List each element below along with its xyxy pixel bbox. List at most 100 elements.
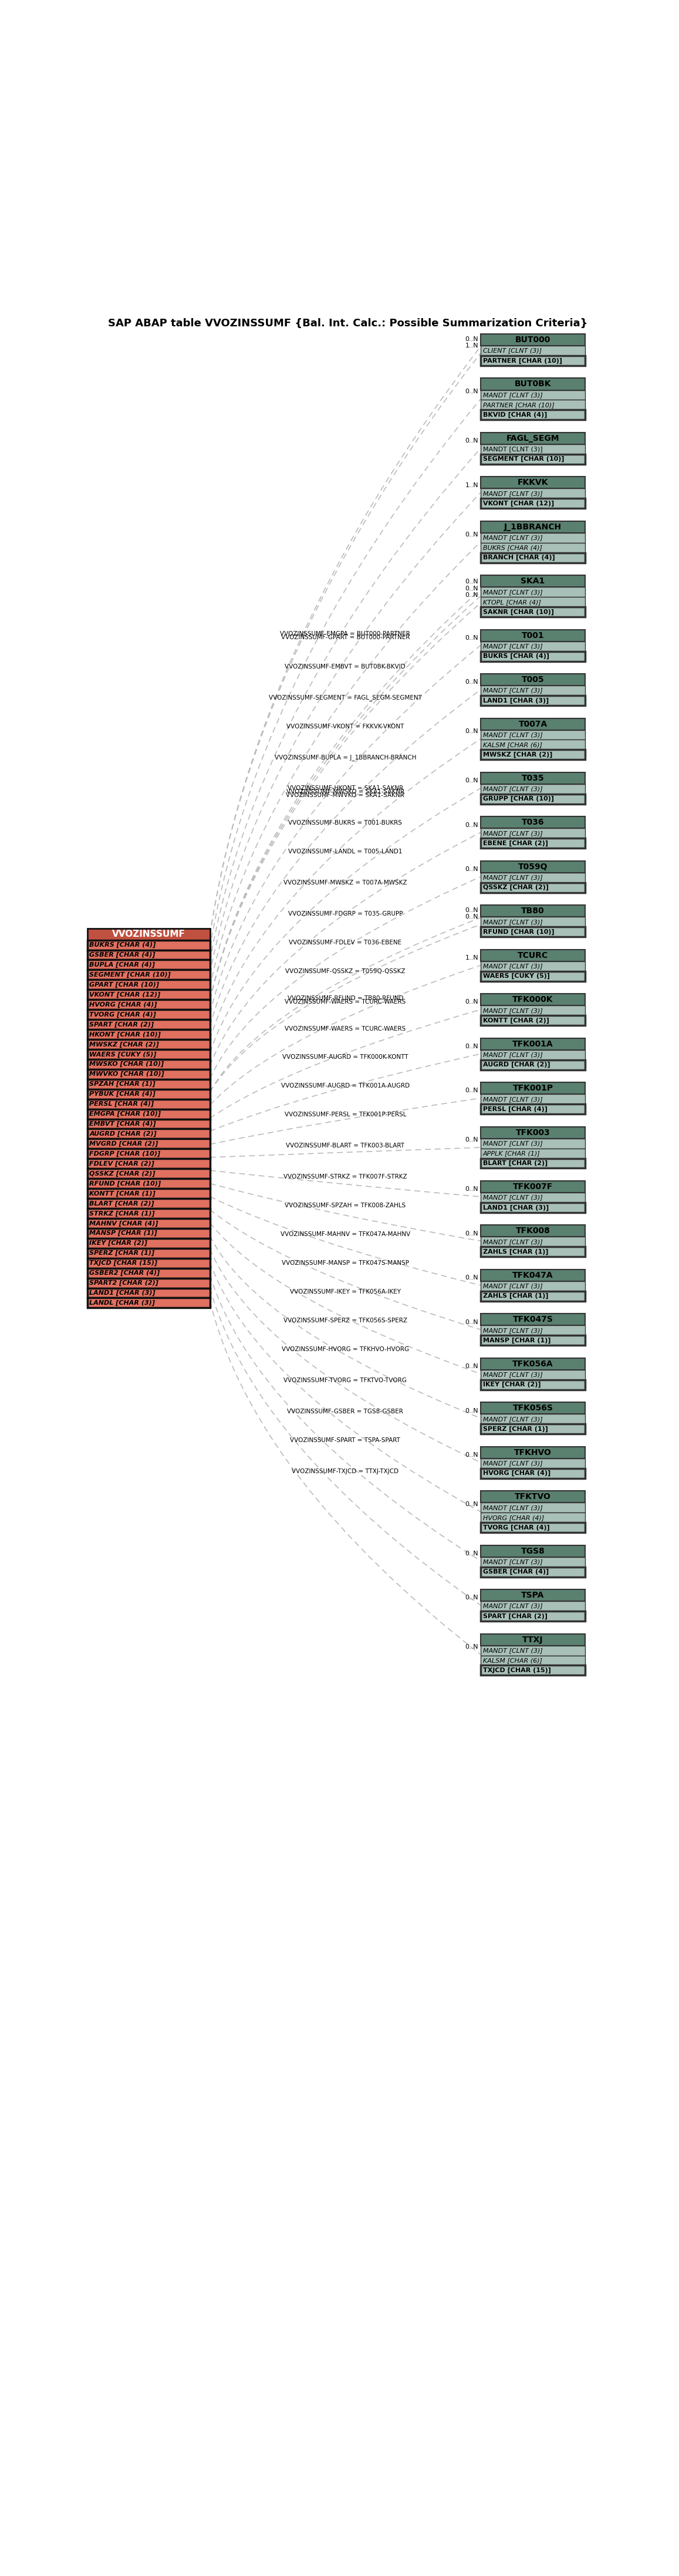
Bar [481,1633,585,1646]
Text: VVOZINSSUMF-MWSKZ = T007A-MWSKZ: VVOZINSSUMF-MWSKZ = T007A-MWSKZ [284,881,407,886]
Text: VVOZINSSUMF: VVOZINSSUMF [112,930,185,938]
Bar [481,379,585,389]
Text: 0..N: 0..N [465,592,478,598]
Text: HKONT [CHAR (10)]: HKONT [CHAR (10)] [90,1030,161,1038]
Text: VVOZINSSUMF-IKEY = TFK056A-IKEY: VVOZINSSUMF-IKEY = TFK056A-IKEY [290,1288,401,1296]
Text: MANDT [CLNT (3)]: MANDT [CLNT (3)] [483,1649,543,1654]
Bar [481,1358,585,1370]
Bar [481,685,585,696]
Text: 0..N: 0..N [465,1453,478,1458]
Bar [481,1664,585,1674]
Bar [481,696,585,706]
Text: VVOZINSSUMF-BLART = TFK003-BLART: VVOZINSSUMF-BLART = TFK003-BLART [286,1144,405,1149]
Text: BKVID [CHAR (4)]: BKVID [CHAR (4)] [483,412,547,417]
Text: MANDT [CLNT (3)]: MANDT [CLNT (3)] [483,876,543,881]
Text: 0..N: 0..N [465,634,478,641]
Text: TFKHVO: TFKHVO [514,1448,551,1455]
Bar [481,410,585,420]
Text: ZAHLS [CHAR (1)]: ZAHLS [CHAR (1)] [483,1249,548,1255]
Text: SKA1: SKA1 [521,577,545,585]
Text: FKKVK: FKKVK [517,479,548,487]
Text: 0..N: 0..N [465,680,478,685]
Text: MANDT [CLNT (3)]: MANDT [CLNT (3)] [483,786,543,791]
Text: MWSKZ [CHAR (2)]: MWSKZ [CHAR (2)] [90,1041,159,1048]
Text: VVOZINSSUMF-STRKZ = TFK007F-STRKZ: VVOZINSSUMF-STRKZ = TFK007F-STRKZ [283,1175,407,1180]
Text: GRUPP [CHAR (10)]: GRUPP [CHAR (10)] [483,796,554,801]
Bar [481,1059,585,1069]
Bar [481,1226,585,1236]
Text: TVORG [CHAR (4)]: TVORG [CHAR (4)] [483,1525,549,1530]
Text: WAERS [CUKY (5)]: WAERS [CUKY (5)] [483,974,550,979]
Text: T035: T035 [521,775,544,783]
Bar [87,1249,210,1257]
Text: GSBER2 [CHAR (4)]: GSBER2 [CHAR (4)] [90,1270,160,1275]
Text: 1..N: 1..N [465,343,478,348]
Text: MANDT [CLNT (3)]: MANDT [CLNT (3)] [483,1195,543,1200]
Text: TVORG [CHAR (4)]: TVORG [CHAR (4)] [90,1012,156,1018]
Text: 0..N: 0..N [465,729,478,734]
Bar [481,1314,585,1327]
Text: SPART [CHAR (2)]: SPART [CHAR (2)] [90,1023,154,1028]
Text: TXJCD [CHAR (15)]: TXJCD [CHAR (15)] [483,1667,551,1674]
Bar [87,1170,210,1180]
Text: VVOZINSSUMF-SPERZ = TFK056S-SPERZ: VVOZINSSUMF-SPERZ = TFK056S-SPERZ [283,1316,407,1324]
Bar [87,999,210,1010]
Text: GSBER [CHAR (4)]: GSBER [CHAR (4)] [90,953,155,958]
Text: VVOZINSSUMF-TXJCD = TTXJ-TXJCD: VVOZINSSUMF-TXJCD = TTXJ-TXJCD [292,1468,399,1473]
Text: IKEY [CHAR (2)]: IKEY [CHAR (2)] [90,1239,147,1247]
Text: VVOZINSSUMF-QSSKZ = T059Q-QSSKZ: VVOZINSSUMF-QSSKZ = T059Q-QSSKZ [285,969,405,974]
Text: PERSL [CHAR (4)]: PERSL [CHAR (4)] [90,1100,154,1108]
Text: MANDT [CLNT (3)]: MANDT [CLNT (3)] [483,1461,543,1466]
Bar [481,817,585,829]
Text: 0..N: 0..N [465,1188,478,1193]
Bar [481,927,585,938]
Text: SPERZ [CHAR (1)]: SPERZ [CHAR (1)] [90,1249,155,1257]
Text: EMGPA [CHAR (10)]: EMGPA [CHAR (10)] [90,1110,161,1118]
Text: VVOZINSSUMF-EMGPA = BUT000-PARTNER: VVOZINSSUMF-EMGPA = BUT000-PARTNER [280,631,410,636]
Bar [481,1425,585,1435]
Bar [87,1257,210,1267]
Bar [87,1288,210,1298]
Text: MANDT [CLNT (3)]: MANDT [CLNT (3)] [483,963,543,969]
Text: BRANCH [CHAR (4)]: BRANCH [CHAR (4)] [483,554,555,562]
Bar [481,904,585,917]
Text: T036: T036 [521,819,544,827]
Text: VVOZINSSUMF-WAERS = TCURC-WAERS: VVOZINSSUMF-WAERS = TCURC-WAERS [285,1025,406,1030]
Bar [481,739,585,750]
Text: STRKZ [CHAR (1)]: STRKZ [CHAR (1)] [90,1211,155,1216]
Bar [481,1512,585,1522]
Text: MWVKO [CHAR (10)]: MWVKO [CHAR (10)] [90,1072,164,1077]
Bar [481,1236,585,1247]
Bar [481,345,585,355]
Text: 0..N: 0..N [465,1502,478,1507]
Text: MAHNV [CHAR (4)]: MAHNV [CHAR (4)] [90,1221,158,1226]
Text: AUGRD [CHAR (2)]: AUGRD [CHAR (2)] [483,1061,550,1069]
Text: VVOZINSSUMF-PERSL = TFK001P-PERSL: VVOZINSSUMF-PERSL = TFK001P-PERSL [285,1113,406,1118]
Bar [87,1180,210,1188]
Bar [481,675,585,685]
Bar [481,1610,585,1620]
Bar [87,1100,210,1110]
Bar [481,399,585,410]
Text: 0..N: 0..N [465,1643,478,1651]
Text: VVOZINSSUMF-LANDL = T005-LAND1: VVOZINSSUMF-LANDL = T005-LAND1 [288,848,403,855]
Text: MANDT [CLNT (3)]: MANDT [CLNT (3)] [483,1417,543,1422]
Text: BUKRS [CHAR (4)]: BUKRS [CHAR (4)] [483,654,549,659]
Text: 0..N: 0..N [465,531,478,538]
Text: MANDT [CLNT (3)]: MANDT [CLNT (3)] [483,644,543,649]
Text: 0..N: 0..N [465,778,478,783]
Bar [481,1247,585,1257]
Bar [87,1139,210,1149]
Text: MANDT [CLNT (3)]: MANDT [CLNT (3)] [483,446,543,453]
Bar [87,1110,210,1118]
Text: TFK007F: TFK007F [513,1182,553,1190]
Text: TFK056A: TFK056A [513,1360,553,1368]
Bar [87,1298,210,1309]
Text: TFK008: TFK008 [515,1226,550,1234]
Text: KTOPL [CHAR (4)]: KTOPL [CHAR (4)] [483,600,541,605]
Text: BLART [CHAR (2)]: BLART [CHAR (2)] [483,1159,547,1167]
Bar [481,1546,585,1556]
Text: 0..N: 0..N [465,1551,478,1556]
Bar [481,1370,585,1381]
Bar [87,1030,210,1041]
